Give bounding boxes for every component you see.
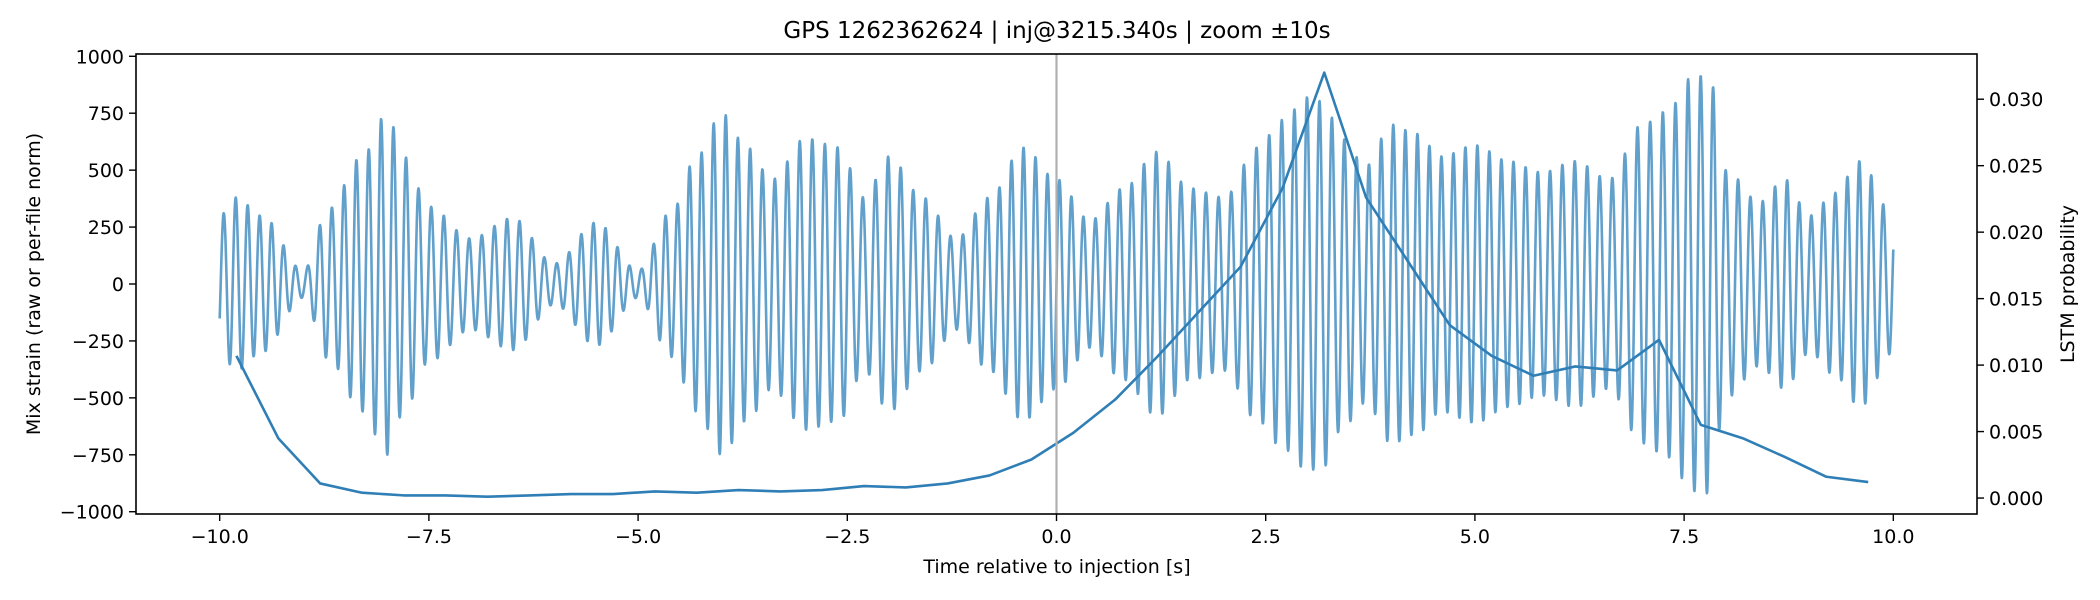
x-axis-label: Time relative to injection [s] <box>922 556 1190 578</box>
y-right-tick-label: 0.030 <box>1989 89 2043 111</box>
x-tick-label: 0.0 <box>1041 526 1071 548</box>
x-tick-label: 2.5 <box>1251 526 1281 548</box>
x-tick-label: −5.0 <box>615 526 661 548</box>
y-axis-label-right: LSTM probability <box>2057 205 2079 363</box>
chart-title: GPS 1262362624 | inj@3215.340s | zoom ±1… <box>783 18 1330 44</box>
y-axis-label-left: Mix strain (raw or per-file norm) <box>23 133 45 435</box>
y-left-tick-label: −500 <box>72 388 124 410</box>
x-tick-label: 5.0 <box>1460 526 1490 548</box>
y-right-tick-label: 0.015 <box>1989 289 2043 311</box>
y-left-tick-label: −250 <box>72 331 124 353</box>
x-tick-label: −2.5 <box>824 526 870 548</box>
y-right-tick-label: 0.025 <box>1989 156 2043 178</box>
x-tick-label: 7.5 <box>1669 526 1699 548</box>
y-left-tick-label: 0 <box>112 274 124 296</box>
y-right-tick-label: 0.010 <box>1989 355 2043 377</box>
x-tick-label: 10.0 <box>1872 526 1914 548</box>
y-left-tick-label: 750 <box>88 103 124 125</box>
y-right-tick-label: 0.000 <box>1989 488 2043 510</box>
x-tick-label: −7.5 <box>406 526 452 548</box>
y-left-tick-label: 500 <box>88 160 124 182</box>
y-right-tick-label: 0.005 <box>1989 422 2043 444</box>
y-left-tick-label: 1000 <box>76 46 124 68</box>
x-tick-label: −10.0 <box>191 526 249 548</box>
y-left-tick-label: 250 <box>88 217 124 239</box>
y-left-tick-label: −1000 <box>60 502 124 524</box>
y-right-tick-label: 0.020 <box>1989 222 2043 244</box>
lstm-probability-line <box>235 71 1869 499</box>
y-left-tick-label: −750 <box>72 445 124 467</box>
